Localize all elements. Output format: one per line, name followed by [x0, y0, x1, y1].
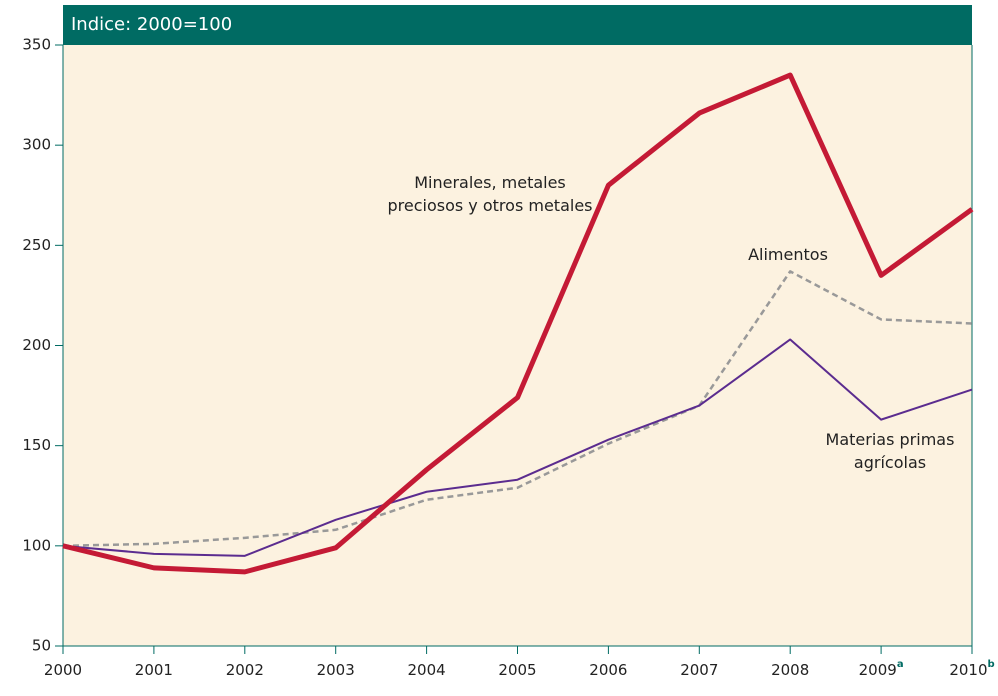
x-tick-text: 2002	[226, 661, 264, 679]
y-tick-label: 150	[22, 436, 51, 454]
x-tick-footnote: a	[897, 659, 904, 670]
series-line	[62, 270, 973, 548]
x-tick-label: 2010b	[949, 659, 994, 679]
x-tick-text: 2008	[771, 661, 809, 679]
y-tick-label: 300	[22, 136, 51, 154]
x-tick-label: 2006	[589, 661, 627, 679]
series-line	[62, 72, 974, 575]
x-tick-label: 2005	[498, 661, 536, 679]
plot-area	[63, 45, 972, 646]
y-tick-label: 50	[32, 637, 51, 655]
y-tick-label: 200	[22, 336, 51, 354]
x-tick-label: 2001	[135, 661, 173, 679]
x-tick-text: 2006	[589, 661, 627, 679]
chart-title: Indice: 2000=100	[71, 14, 232, 35]
x-tick-label: 2004	[408, 661, 446, 679]
x-tick-text: 2001	[135, 661, 173, 679]
x-tick-text: 2009	[859, 661, 897, 679]
x-tick-label: 2000	[44, 661, 82, 679]
x-tick-label: 2002	[226, 661, 264, 679]
x-tick-label: 2009a	[859, 659, 904, 679]
y-tick-label: 100	[22, 536, 51, 554]
series-line	[62, 338, 973, 557]
series-label: Alimentos	[748, 245, 828, 264]
x-tick-text: 2000	[44, 661, 82, 679]
x-tick-text: 2003	[317, 661, 355, 679]
x-tick-footnote: b	[988, 659, 995, 670]
x-tick-text: 2004	[408, 661, 446, 679]
series-label: Minerales, metales preciosos y otros met…	[387, 173, 593, 215]
y-tick-label: 250	[22, 236, 51, 254]
x-tick-label: 2003	[317, 661, 355, 679]
x-tick-text: 2010	[949, 661, 987, 679]
x-tick-text: 2005	[498, 661, 536, 679]
x-tick-label: 2008	[771, 661, 809, 679]
header-bar	[63, 5, 972, 45]
series-label: Materias primas agrícolas	[825, 430, 955, 472]
x-tick-label: 2007	[680, 661, 718, 679]
x-tick-text: 2007	[680, 661, 718, 679]
y-tick-label: 350	[22, 36, 51, 54]
